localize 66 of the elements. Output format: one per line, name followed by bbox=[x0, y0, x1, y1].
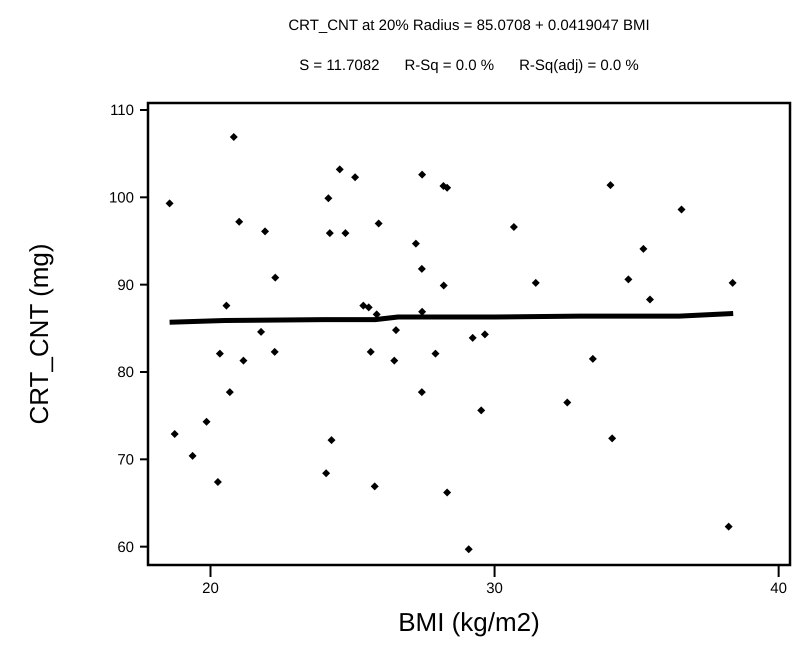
point bbox=[359, 302, 368, 310]
point bbox=[510, 223, 518, 232]
point bbox=[222, 302, 230, 310]
point bbox=[235, 218, 244, 226]
point bbox=[728, 278, 737, 287]
point bbox=[563, 398, 572, 407]
point bbox=[214, 478, 222, 486]
x-axis-title: BMI (kg/m2) bbox=[398, 607, 540, 637]
point bbox=[270, 348, 279, 356]
point bbox=[216, 350, 224, 358]
point bbox=[646, 296, 654, 304]
point bbox=[166, 199, 174, 208]
point bbox=[372, 310, 381, 318]
point bbox=[418, 170, 426, 179]
point bbox=[464, 545, 473, 554]
y-tick-label: 110 bbox=[110, 102, 134, 120]
point bbox=[418, 388, 426, 396]
y-tick-label: 90 bbox=[117, 276, 134, 294]
point bbox=[677, 206, 686, 214]
point bbox=[532, 278, 540, 287]
x-tick-label: 30 bbox=[486, 580, 503, 597]
y-axis-title: CRT_CNT (mg) bbox=[24, 243, 54, 425]
point bbox=[326, 229, 334, 238]
point bbox=[390, 356, 398, 365]
point bbox=[608, 434, 616, 442]
y-tick-label: 60 bbox=[117, 538, 134, 556]
x-tick-label: 40 bbox=[770, 580, 787, 597]
point bbox=[226, 388, 234, 396]
point bbox=[366, 348, 375, 356]
point bbox=[418, 264, 426, 273]
point bbox=[261, 227, 270, 236]
chart-subtitle: S = 11.7082 R-Sq = 0.0 % R-Sq(adj) = 0.0 % bbox=[299, 57, 639, 74]
point bbox=[588, 354, 597, 363]
point bbox=[328, 436, 336, 444]
point bbox=[230, 133, 238, 142]
point bbox=[477, 406, 486, 414]
point bbox=[336, 165, 344, 174]
point bbox=[322, 469, 330, 478]
point bbox=[724, 522, 733, 531]
point bbox=[606, 181, 614, 190]
point bbox=[374, 220, 383, 228]
point bbox=[188, 452, 197, 460]
point bbox=[468, 334, 477, 342]
point bbox=[170, 430, 179, 438]
point bbox=[324, 194, 332, 202]
point bbox=[480, 330, 489, 338]
point bbox=[431, 350, 440, 358]
chart-title: CRT_CNT at 20% Radius = 85.0708 + 0.0419047 BMI bbox=[288, 17, 650, 34]
point bbox=[412, 240, 420, 248]
point bbox=[392, 326, 400, 334]
point bbox=[271, 274, 280, 282]
y-tick-label: 100 bbox=[108, 190, 134, 207]
y-tick-label: 70 bbox=[117, 452, 134, 469]
point bbox=[440, 282, 448, 290]
x-tick-label: 20 bbox=[202, 580, 219, 597]
y-tick-label: 80 bbox=[117, 364, 134, 382]
point bbox=[257, 328, 266, 336]
point bbox=[443, 488, 452, 497]
point bbox=[202, 418, 211, 426]
point bbox=[624, 275, 632, 284]
point bbox=[341, 229, 350, 238]
point bbox=[639, 244, 648, 253]
point bbox=[351, 173, 360, 182]
point bbox=[370, 482, 379, 490]
point bbox=[364, 303, 373, 312]
point bbox=[239, 356, 248, 365]
